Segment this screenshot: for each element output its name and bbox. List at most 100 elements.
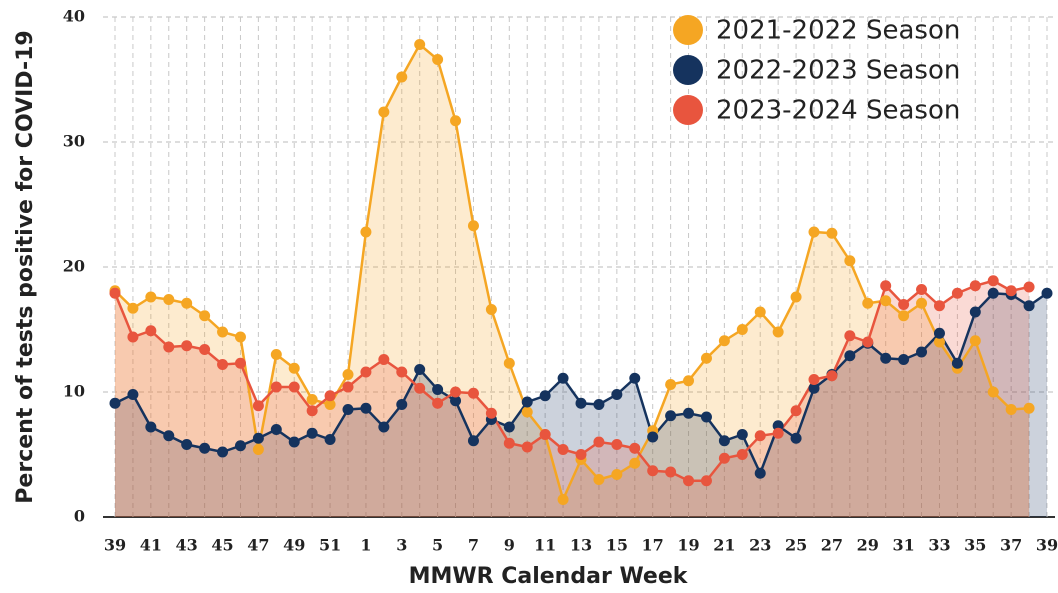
data-point	[181, 439, 193, 450]
data-point	[1005, 285, 1017, 297]
data-point	[916, 297, 928, 309]
data-point	[467, 387, 479, 399]
data-point	[288, 362, 300, 374]
x-tick-label: 9	[504, 536, 515, 555]
data-point	[270, 349, 282, 360]
data-point	[414, 382, 426, 394]
data-point	[467, 220, 479, 232]
data-point	[127, 389, 139, 400]
data-point	[127, 331, 139, 343]
data-point	[898, 354, 910, 365]
x-tick-label: 1	[360, 536, 371, 555]
y-tick-label: 0	[74, 507, 85, 526]
data-point	[450, 386, 462, 398]
area-fill	[115, 44, 1030, 517]
x-tick-label: 3	[396, 536, 407, 555]
data-point	[790, 432, 802, 444]
data-point	[432, 54, 444, 65]
y-tick-label: 20	[63, 257, 85, 276]
data-point	[450, 395, 462, 407]
data-point	[163, 430, 175, 442]
data-point	[611, 439, 623, 450]
y-tick-label: 10	[63, 382, 85, 401]
data-point	[844, 255, 856, 267]
data-point	[521, 396, 533, 408]
data-point	[718, 335, 730, 347]
data-point	[683, 475, 695, 487]
data-point	[629, 442, 641, 454]
data-point	[199, 310, 211, 322]
data-point	[1023, 402, 1035, 414]
data-point	[1041, 287, 1053, 299]
x-tick-label: 19	[677, 536, 699, 555]
data-point	[611, 389, 623, 400]
data-point	[808, 374, 820, 385]
x-tick-label: 7	[468, 536, 479, 555]
data-point	[163, 341, 175, 353]
data-point	[360, 366, 372, 378]
data-point	[252, 432, 264, 444]
data-point	[199, 344, 211, 355]
data-point	[521, 406, 533, 418]
data-point	[898, 299, 910, 310]
data-point	[342, 404, 354, 415]
data-point	[234, 331, 246, 343]
data-point	[844, 350, 856, 362]
data-point	[575, 397, 587, 409]
data-point	[933, 327, 945, 339]
data-point	[844, 330, 856, 342]
data-point	[593, 436, 605, 448]
data-point	[467, 435, 479, 447]
data-point	[700, 411, 712, 423]
data-point	[629, 457, 641, 469]
data-point	[109, 287, 121, 299]
data-point	[665, 379, 677, 390]
data-point	[736, 449, 748, 460]
data-point	[736, 429, 748, 440]
legend-label: 2022-2023 Season	[716, 56, 960, 86]
data-point	[880, 352, 892, 364]
x-tick-label: 47	[247, 536, 269, 555]
legend-marker	[673, 55, 703, 85]
data-point	[360, 402, 372, 414]
x-tick-label: 21	[713, 536, 735, 555]
data-point	[700, 475, 712, 487]
data-point	[826, 370, 838, 382]
data-point	[306, 405, 318, 417]
x-tick-label: 37	[1000, 536, 1022, 555]
data-point	[1023, 281, 1035, 293]
data-point	[270, 381, 282, 393]
x-tick-label: 39	[1036, 536, 1058, 555]
data-point	[109, 397, 121, 409]
y-tick-label: 30	[63, 132, 85, 151]
data-point	[181, 297, 193, 309]
legend-label: 2023-2024 Season	[716, 96, 960, 126]
data-point	[808, 226, 820, 238]
data-point	[1005, 404, 1017, 415]
data-point	[396, 399, 408, 410]
data-point	[575, 449, 587, 460]
data-point	[306, 394, 318, 405]
data-point	[916, 346, 928, 358]
x-tick-label: 13	[570, 536, 592, 555]
data-point	[145, 291, 157, 303]
data-point	[665, 410, 677, 422]
data-point	[683, 375, 695, 387]
data-point	[987, 275, 999, 287]
series-line	[113, 279, 1030, 482]
x-axis-title: MMWR Calendar Week	[409, 564, 689, 589]
data-point	[503, 437, 515, 449]
data-point	[557, 444, 569, 455]
data-point	[808, 382, 820, 394]
data-point	[360, 226, 372, 238]
data-point	[432, 397, 444, 409]
data-point	[700, 352, 712, 364]
data-point	[378, 106, 390, 118]
x-tick-label: 25	[785, 536, 807, 555]
data-point	[933, 300, 945, 312]
data-point	[647, 465, 659, 477]
legend-marker	[673, 15, 703, 45]
data-point	[718, 452, 730, 464]
